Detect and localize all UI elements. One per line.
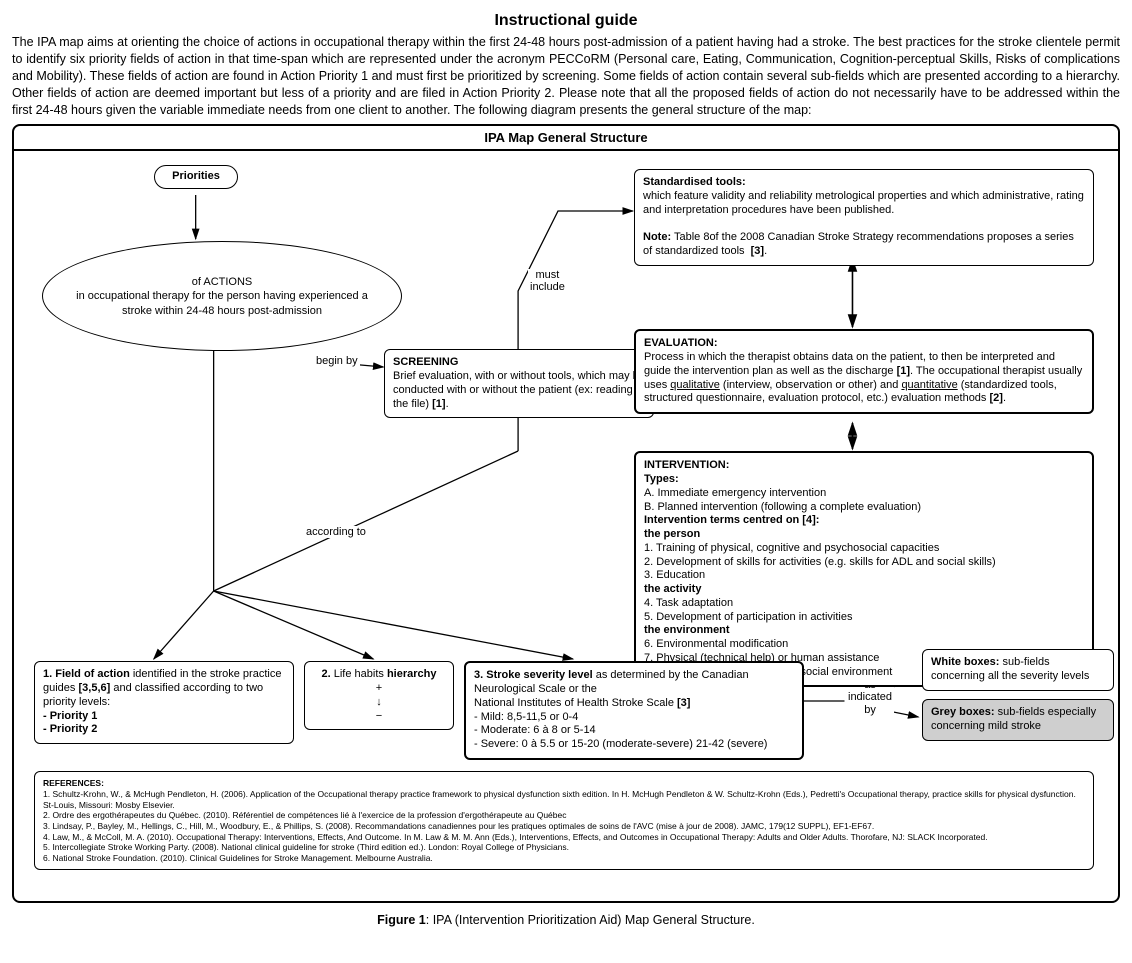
box1-text: 1. Field of action identified in the str… xyxy=(43,668,281,708)
std-tools-box: Standardised tools: which feature validi… xyxy=(634,169,1094,266)
interv-person-label: the person xyxy=(644,528,700,540)
label-begin-by: begin by xyxy=(314,355,360,367)
evaluation-box: EVALUATION: Process in which the therapi… xyxy=(634,329,1094,414)
interv-p2: 2. Development of skills for activities … xyxy=(644,556,996,568)
label-according-to: according to xyxy=(304,526,368,538)
life-habits-box: 2. Life habits hierarchy + ↓ − xyxy=(304,661,454,730)
interv-types-label: Types: xyxy=(644,473,679,485)
box1-p2: - Priority 2 xyxy=(43,723,97,735)
diagram-header: IPA Map General Structure xyxy=(14,126,1118,151)
evaluation-body: Process in which the therapist obtains d… xyxy=(644,351,1082,404)
interv-title: INTERVENTION: xyxy=(644,459,729,471)
references-box: REFERENCES: 1. Schultz-Krohn, W., & McHu… xyxy=(34,771,1094,870)
interv-type-a: A. Immediate emergency intervention xyxy=(644,487,826,499)
down-arrow-icon: ↓ xyxy=(376,697,382,708)
box2-text: 2. Life habits hierarchy xyxy=(322,668,437,680)
caption-rest: : IPA (Intervention Prioritization Aid) … xyxy=(426,913,755,927)
box1-p1: - Priority 1 xyxy=(43,710,97,722)
ellipse-text: of ACTIONS in occupational therapy for t… xyxy=(69,275,375,318)
interv-p3: 3. Education xyxy=(644,569,705,581)
ref-4: 4. Law, M., & McColl, M. A. (2010). Occu… xyxy=(43,832,988,842)
white-boxes-legend: White boxes: sub-fields concerning all t… xyxy=(922,649,1114,691)
ref-6: 6. National Stroke Foundation. (2010). C… xyxy=(43,853,433,863)
ref-3: 3. Lindsay, P., Bayley, M., Hellings, C.… xyxy=(43,821,874,831)
stdtools-title: Standardised tools: xyxy=(643,176,746,188)
box3-moderate: - Moderate: 6 à 8 or 5-14 xyxy=(474,724,596,736)
greybox-text: Grey boxes: sub-fields especially concer… xyxy=(931,706,1096,732)
ref-1: 1. Schultz-Krohn, W., & McHugh Pendleton… xyxy=(43,789,1076,810)
diagram-body: Priorities of ACTIONS in occupational th… xyxy=(14,151,1118,901)
interv-type-b: B. Planned intervention (following a com… xyxy=(644,501,921,513)
box3-mild: - Mild: 8,5-11,5 or 0-4 xyxy=(474,711,578,723)
interv-a4: 4. Task adaptation xyxy=(644,597,733,609)
actions-ellipse: of ACTIONS in occupational therapy for t… xyxy=(42,241,402,351)
intro-paragraph: The IPA map aims at orienting the choice… xyxy=(12,34,1120,118)
ref-2: 2. Ordre des ergothérapeutes du Québec. … xyxy=(43,810,567,820)
box3-severe: - Severe: 0 à 5.5 or 15-20 (moderate-sev… xyxy=(474,738,767,750)
evaluation-title: EVALUATION: xyxy=(644,337,718,349)
whitebox-text: White boxes: sub-fields concerning all t… xyxy=(931,656,1089,682)
severity-box: 3. Stroke severity level as determined b… xyxy=(464,661,804,760)
box3-title: 3. Stroke severity level as determined b… xyxy=(474,669,749,709)
stdtools-body: which feature validity and reliability m… xyxy=(643,190,1084,216)
interv-env-label: the environment xyxy=(644,624,730,636)
interv-activity-label: the activity xyxy=(644,583,701,595)
ref-5: 5. Intercollegiate Stroke Working Party.… xyxy=(43,842,569,852)
refs-title: REFERENCES: xyxy=(43,778,104,788)
minus-icon: − xyxy=(376,711,382,722)
screening-body: Brief evaluation, with or without tools,… xyxy=(393,370,645,410)
screening-title: SCREENING xyxy=(393,356,458,368)
label-must-include: must include xyxy=(528,269,567,293)
page-title: Instructional guide xyxy=(12,12,1120,30)
interv-e6: 6. Environmental modification xyxy=(644,638,788,650)
interv-p1: 1. Training of physical, cognitive and p… xyxy=(644,542,939,554)
caption-bold: Figure 1 xyxy=(377,913,426,927)
plus-icon: + xyxy=(376,683,382,694)
screening-box: SCREENING Brief evaluation, with or with… xyxy=(384,349,654,418)
grey-boxes-legend: Grey boxes: sub-fields especially concer… xyxy=(922,699,1114,741)
stdtools-note: Note: Table 8of the 2008 Canadian Stroke… xyxy=(643,231,1074,257)
field-of-action-box: 1. Field of action identified in the str… xyxy=(34,661,294,744)
interv-a5: 5. Development of participation in activ… xyxy=(644,611,853,623)
figure-caption: Figure 1: IPA (Intervention Prioritizati… xyxy=(12,913,1120,927)
interv-terms-label: Intervention terms centred on [4]: xyxy=(644,514,819,526)
diagram-container: IPA Map General Structure xyxy=(12,124,1120,903)
priorities-node: Priorities xyxy=(154,165,238,189)
